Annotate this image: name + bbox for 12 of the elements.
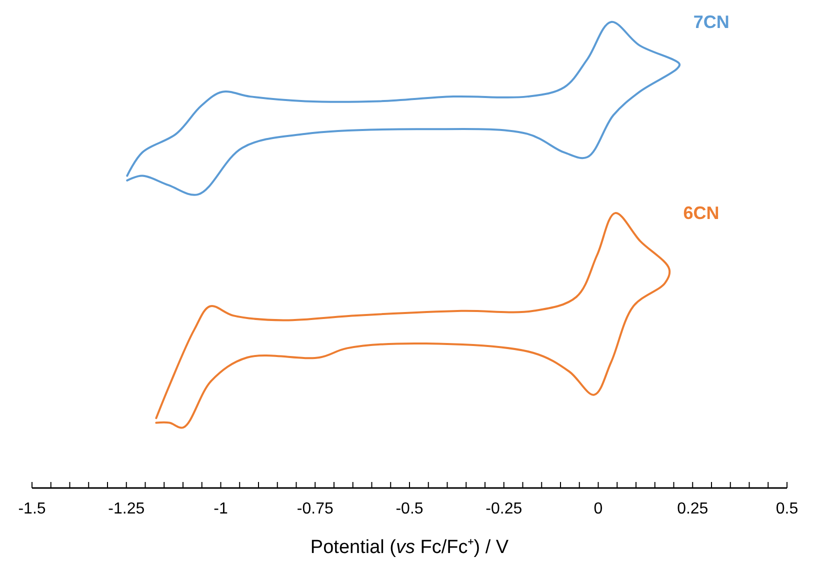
text: 6CN [683, 203, 720, 224]
x-tick-label: -0.75 [296, 500, 334, 518]
x-tick-label: 0.5 [776, 500, 798, 518]
x-tick-label: -0.25 [486, 500, 522, 518]
x-tick-label: 0 [594, 500, 603, 518]
x-tick-label: -1.5 [18, 500, 46, 518]
series-label: 7CN [693, 12, 730, 32]
x-tick-label: -1.25 [108, 500, 145, 518]
x-tick-label: -0.5 [396, 500, 424, 518]
x-tick-label: 0.25 [677, 500, 708, 518]
x-tick-label: -1 [214, 500, 228, 518]
x-axis-title: Potential (vs Fc/Fc⁺) / V [310, 537, 509, 558]
